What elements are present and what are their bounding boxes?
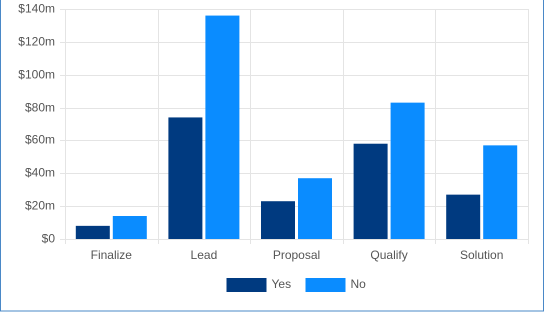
y-tick-label: $140m <box>18 2 55 16</box>
y-tick-label: $60m <box>25 133 55 147</box>
bar <box>353 143 388 239</box>
bar <box>298 178 332 239</box>
y-tick-label: $20m <box>25 199 55 213</box>
y-tick-label: $0 <box>42 232 56 246</box>
x-tick-label: Proposal <box>273 248 320 262</box>
x-tick-label: Solution <box>460 248 503 262</box>
y-tick-label: $40m <box>25 166 55 180</box>
bar <box>168 117 203 239</box>
x-tick-label: Finalize <box>91 248 133 262</box>
legend-swatch <box>305 278 346 292</box>
bar <box>75 225 110 239</box>
y-tick-label: $100m <box>18 68 55 82</box>
bar <box>205 15 240 240</box>
legend-label: No <box>351 277 367 291</box>
bar <box>261 201 295 239</box>
legend-swatch <box>226 278 267 292</box>
bar <box>446 194 481 239</box>
legend-label: Yes <box>272 277 292 291</box>
bar <box>112 216 147 239</box>
bar <box>483 145 518 239</box>
y-tick-label: $120m <box>18 35 55 49</box>
x-tick-label: Qualify <box>370 248 407 262</box>
bar <box>390 102 425 240</box>
x-tick-label: Lead <box>191 248 218 262</box>
y-tick-label: $80m <box>25 101 55 115</box>
